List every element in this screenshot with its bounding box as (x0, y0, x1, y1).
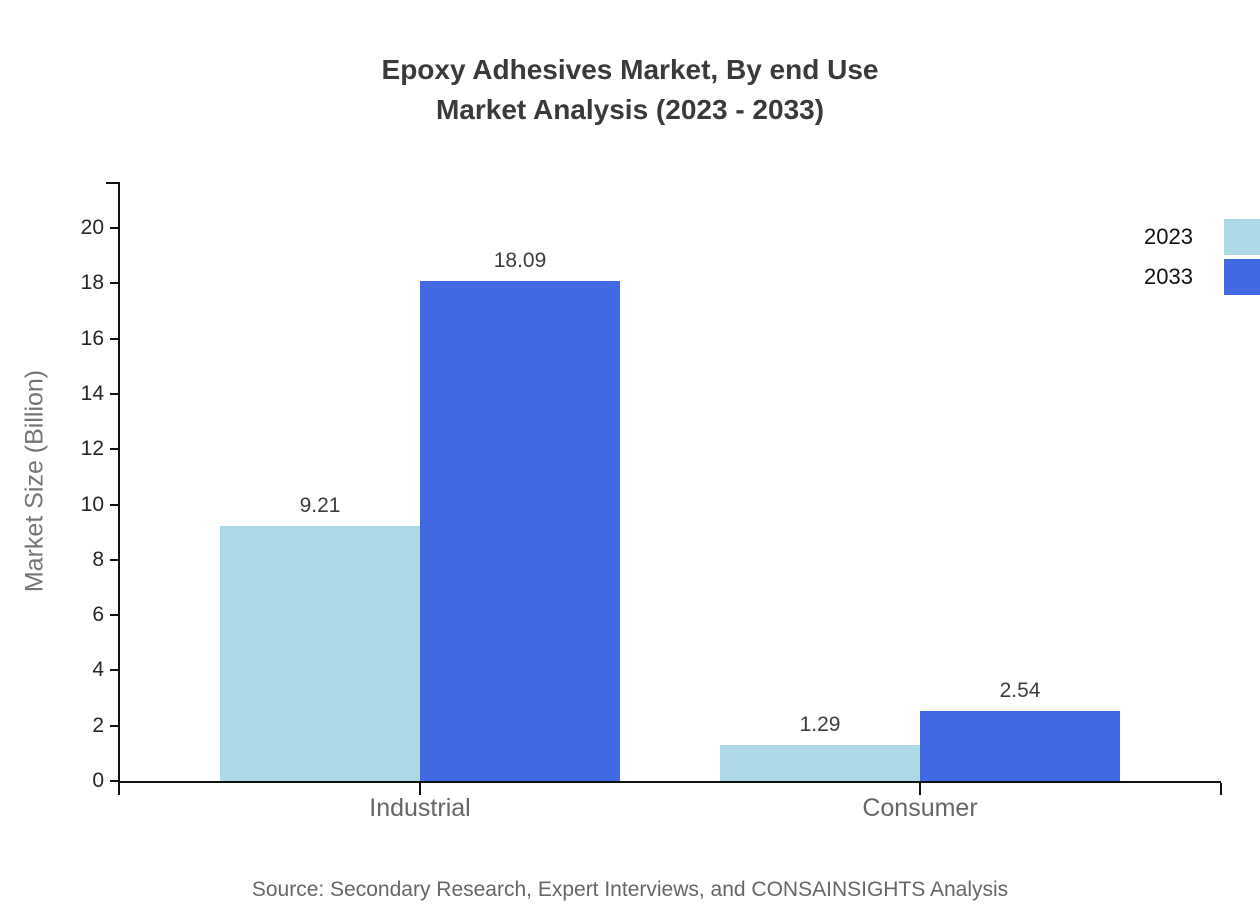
y-tick-mark (110, 227, 118, 229)
chart-title-line2: Market Analysis (2023 - 2033) (435, 94, 825, 125)
y-tick-mark (110, 282, 118, 285)
x-axis-end-tick-left (118, 783, 120, 795)
y-tick-label: 6 (92, 603, 104, 627)
bar-industrial-2033 (420, 280, 620, 781)
x-axis-end-tick-right (1220, 783, 1222, 795)
legend-label: 2023 (1144, 224, 1193, 249)
y-tick-label: 20 (80, 216, 104, 239)
y-tick-label: 10 (80, 492, 104, 516)
y-tick-mark (110, 614, 118, 617)
y-tick-mark (110, 780, 118, 782)
y-tick-mark (110, 448, 118, 451)
x-tick-mark (419, 783, 421, 795)
y-tick-label: 12 (80, 437, 104, 461)
y-tick-label: 4 (92, 658, 104, 682)
chart-title: Epoxy Adhesives Market, By end Use Marke… (0, 50, 1260, 130)
legend: 2023 2033 (1144, 219, 1260, 299)
bar-value-label: 18.09 (493, 248, 547, 272)
y-tick-label: 18 (80, 271, 104, 295)
legend-swatch (1224, 259, 1260, 295)
x-category-label-industrial: Industrial (369, 794, 471, 822)
legend-item-2033: 2033 (1144, 259, 1260, 295)
y-tick-mark (110, 724, 118, 727)
y-tick-mark (110, 669, 118, 672)
y-tick-mark (110, 337, 118, 340)
y-tick-label: 8 (92, 547, 104, 571)
bar-consumer-2033 (920, 710, 1120, 781)
y-tick-mark (110, 558, 118, 561)
y-tick-label: 16 (80, 326, 104, 350)
x-category-label-consumer: Consumer (862, 794, 978, 822)
legend-label: 2033 (1144, 264, 1193, 289)
y-axis-end-tick (106, 182, 118, 184)
legend-item-2023: 2023 (1144, 219, 1260, 255)
bar-value-label: 1.29 (799, 713, 841, 737)
bar-industrial-2023 (220, 526, 420, 781)
y-axis-line (118, 182, 120, 783)
chart-title-line1: Epoxy Adhesives Market, By end Use (381, 54, 879, 85)
x-tick-mark (919, 783, 921, 795)
y-tick-mark (110, 503, 118, 506)
bar-consumer-2023 (720, 745, 920, 781)
y-axis-title: Market Size (Billion) (20, 369, 49, 593)
y-tick-label: 14 (80, 381, 104, 405)
bar-value-label: 9.21 (299, 494, 341, 518)
x-axis-line (118, 781, 1221, 783)
legend-swatch (1224, 219, 1260, 255)
source-note: Source: Secondary Research, Expert Inter… (251, 878, 1009, 901)
y-tick-label: 0 (92, 769, 104, 792)
bar-value-label: 2.54 (999, 678, 1041, 702)
y-tick-mark (110, 392, 118, 395)
y-tick-label: 2 (92, 713, 104, 737)
